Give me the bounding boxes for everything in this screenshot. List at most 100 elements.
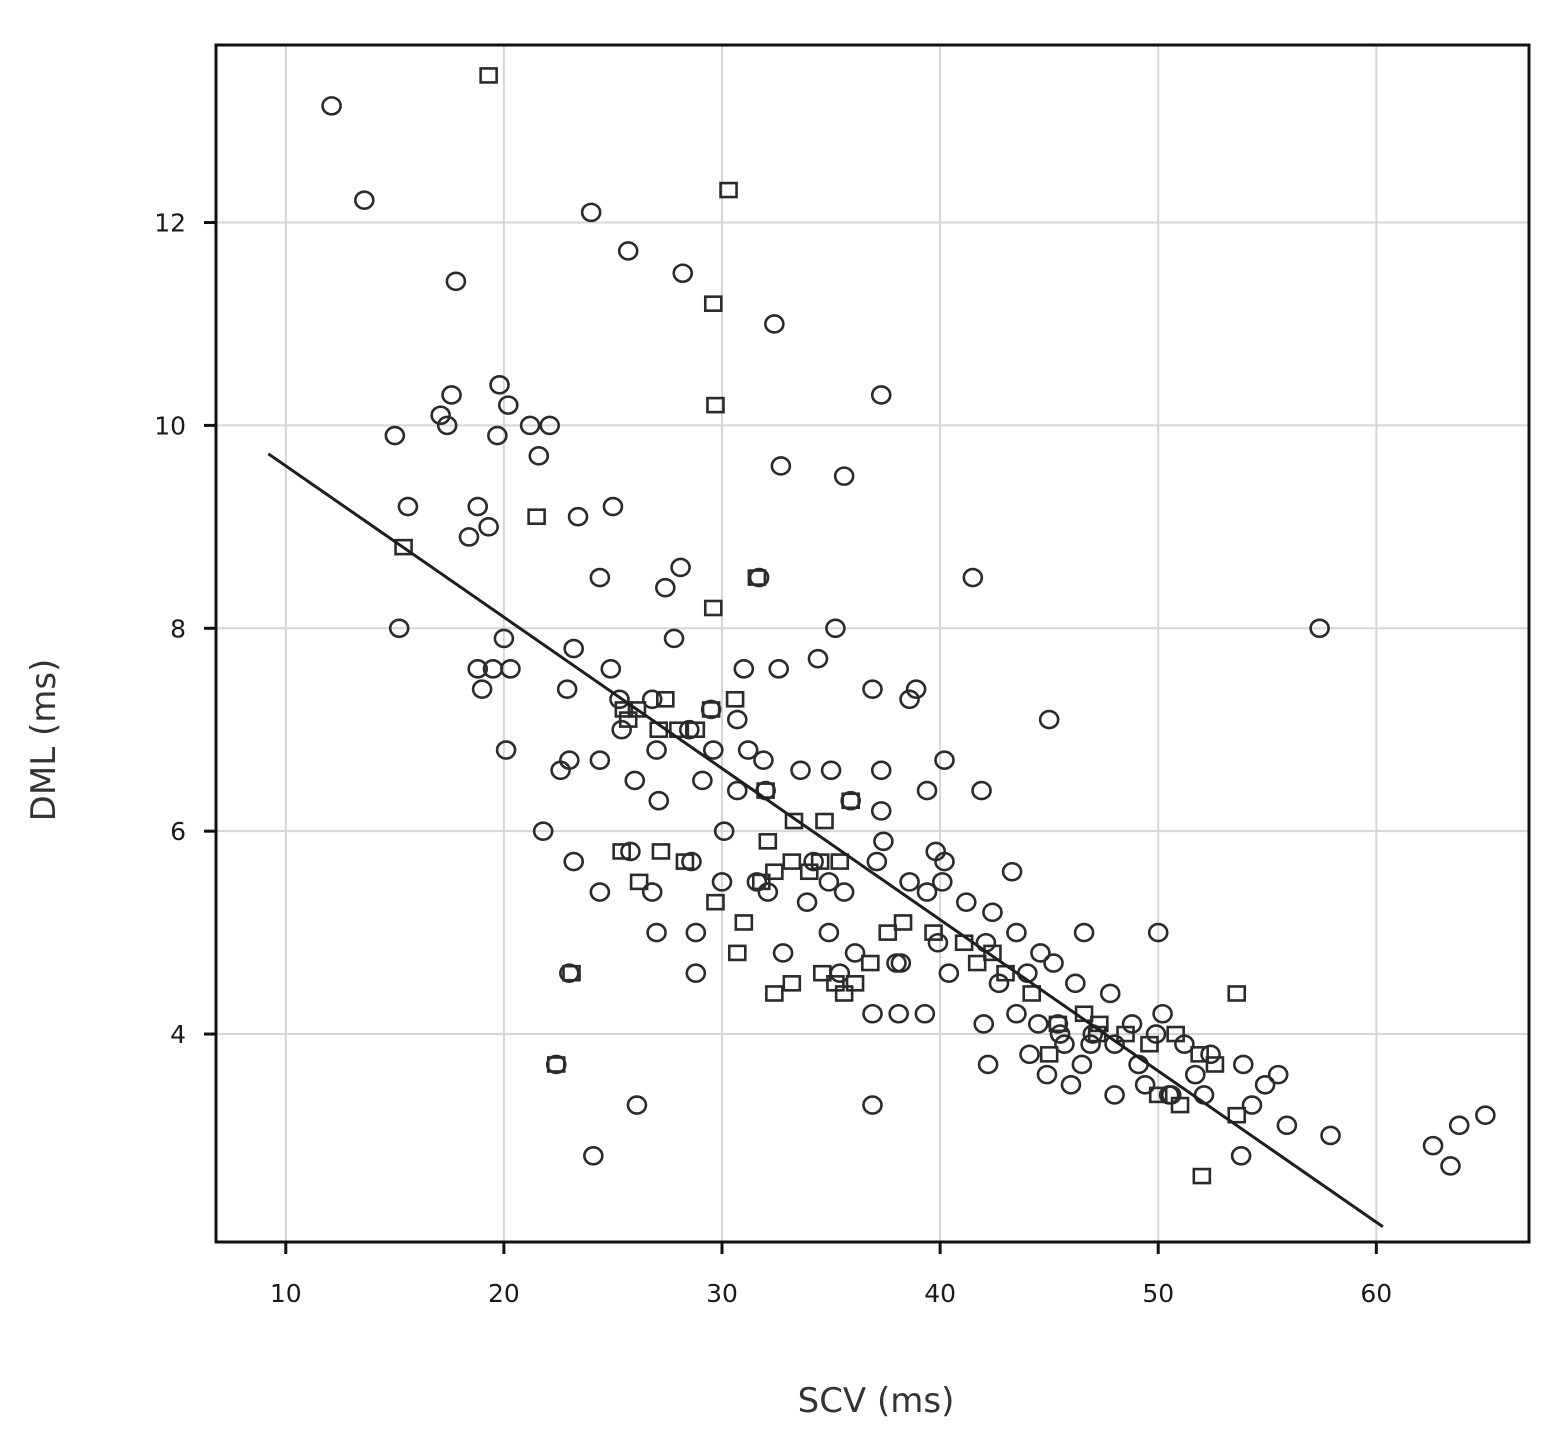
grid-lines [216,45,1529,1242]
plot-frame [214,43,1531,1244]
data-point-circle [467,496,489,517]
data-point-circle [768,659,790,679]
data-point-circle [556,679,578,699]
data-point-circle [519,415,541,436]
data-point-circle [1065,973,1086,994]
data-point-square [618,711,638,728]
data-point-circle [971,780,992,801]
data-point-circle [873,831,894,852]
data-point-square [893,914,913,931]
data-point-circle [1073,922,1095,943]
data-point-circle [982,902,1003,923]
data-point-circle [1027,1014,1049,1034]
data-point-square [725,690,745,708]
y-tick-label: 12 [154,209,186,238]
data-point-circle [825,618,846,639]
data-point-square [734,914,754,931]
data-point-circle [620,841,641,862]
y-axis-ticks: 4 6 8 10 12 [154,209,216,1049]
x-tick-label: 60 [1360,1279,1392,1308]
data-point-circle [1184,1064,1206,1085]
data-point-circle [641,882,663,902]
data-point-circle [790,760,811,781]
data-point-circle [862,679,883,699]
data-point-square [719,181,738,199]
data-point-square [614,701,634,718]
y-axis-title: DML (ms) [24,659,64,822]
data-point-circle [1158,1085,1180,1105]
data-point-circle [870,801,892,821]
data-point-circle [1320,1125,1341,1146]
data-point-circle [624,770,646,791]
data-point-circle [583,1145,604,1166]
data-point-circle [1475,1105,1496,1125]
data-point-square [706,893,725,911]
data-point-square [655,690,675,708]
data-point-circle [713,821,735,841]
data-point-circle [493,628,515,649]
data-point-circle [670,557,691,578]
data-point-circle [678,719,700,740]
data-point-circle [977,1054,999,1075]
data-point-square [629,873,649,891]
data-point-square [878,924,898,941]
data-point-circle [609,689,630,710]
data-point-circle [1440,1156,1461,1176]
y-tick-label: 10 [154,411,186,440]
data-point-square [1048,1015,1068,1033]
data-point-circle [899,689,920,710]
data-point-square [1227,1106,1247,1124]
x-tick-label: 40 [924,1279,956,1308]
data-point-square [747,569,767,586]
data-point-square [983,944,1002,962]
data-point-circle [321,96,342,116]
data-point-circle [1099,983,1121,1004]
data-point-circle [602,496,624,517]
data-point-circle [866,851,888,872]
data-point-circle [862,1003,883,1024]
data-point-circle [539,415,561,436]
data-point-circle [807,648,829,669]
data-point-circle [563,638,584,659]
data-point-square [815,812,834,830]
data-point-square [527,508,546,525]
data-point-circle [646,740,667,760]
data-point-circle [563,851,584,872]
data-point-circle [914,1003,936,1024]
data-point-circle [1200,1044,1221,1065]
data-point-circle [441,385,462,405]
data-point-circle [1121,1014,1143,1034]
data-point-circle [938,963,960,983]
data-point-circle [487,425,508,446]
data-point-circle [532,821,554,841]
data-point-circle [905,679,927,699]
x-tick-label: 20 [488,1279,520,1308]
data-point-circle [436,415,458,436]
data-point-circle [467,659,489,679]
data-point-circle [934,750,955,770]
data-point-circle [489,375,510,395]
data-point-circle [600,659,622,679]
y-tick-label: 6 [170,817,186,846]
data-point-circle [1254,1074,1276,1095]
data-point-square [546,1056,566,1073]
y-tick-label: 8 [170,614,186,643]
data-point-circle [862,1095,883,1115]
data-point-circle [796,892,818,912]
data-point-square [830,853,850,870]
data-point-circle [770,456,792,476]
data-point-circle [648,790,670,811]
data-point-circle [626,1095,648,1115]
data-point-square [813,964,832,982]
data-point-square [1166,1025,1185,1043]
data-point-circle [1193,1085,1215,1105]
data-point-square [1022,985,1042,1002]
data-point-circle [1152,1003,1173,1024]
data-point-square [765,863,784,881]
data-point-circle [1006,922,1027,943]
data-point-circle [753,750,774,770]
data-point-circle [1001,861,1023,882]
data-point-square [782,975,802,992]
data-point-circle [384,425,406,446]
